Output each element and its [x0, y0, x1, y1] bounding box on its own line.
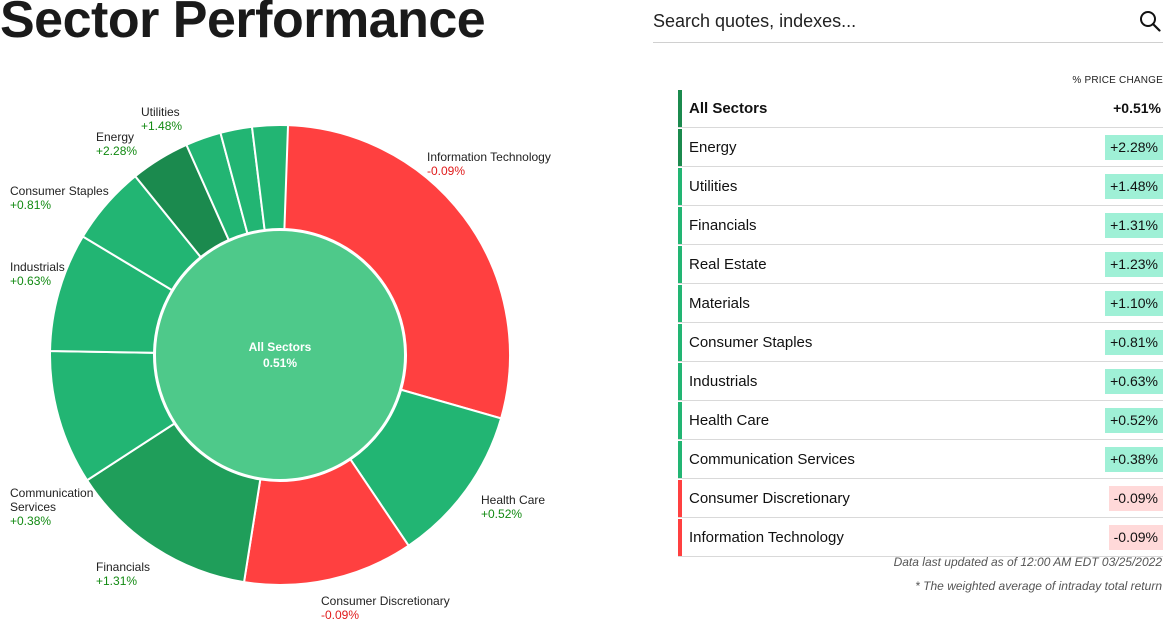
segment-label: Industrials [10, 260, 65, 274]
row-value: +0.51% [1113, 100, 1161, 116]
segment-label: Services [10, 500, 56, 514]
segment-label: Communication [10, 486, 93, 500]
row-name: Real Estate [689, 256, 767, 273]
table-row[interactable]: Real Estate +1.23% [678, 246, 1163, 284]
row-name: Financials [689, 217, 757, 234]
row-name: Industrials [689, 373, 758, 390]
segment-label: Energy [96, 130, 134, 144]
table-row[interactable]: All Sectors +0.51% [678, 90, 1163, 128]
table-row[interactable]: Industrials +0.63% [678, 363, 1163, 401]
segment-label: Financials [96, 560, 150, 574]
segment-label: Health Care [481, 493, 545, 507]
table-row[interactable]: Utilities +1.48% [678, 168, 1163, 206]
search-input[interactable] [653, 8, 1123, 34]
table-row[interactable]: Energy +2.28% [678, 129, 1163, 167]
row-value: -0.09% [1108, 525, 1163, 550]
row-value: +1.23% [1105, 252, 1163, 277]
segment-value-label: +2.28% [96, 144, 137, 158]
table-row[interactable]: Materials +1.10% [678, 285, 1163, 323]
row-color-bar [678, 519, 682, 556]
search-bar [653, 0, 1163, 43]
row-value: -0.09% [1108, 486, 1163, 511]
row-name: Information Technology [689, 529, 844, 546]
segment-value-label: +0.52% [481, 507, 522, 521]
row-color-bar [678, 363, 682, 400]
row-name: Utilities [689, 178, 738, 195]
row-name: Materials [689, 295, 750, 312]
row-value: +1.48% [1105, 174, 1163, 199]
segment-label: Consumer Staples [10, 184, 109, 198]
segment-value-label: +0.81% [10, 198, 51, 212]
segment-value-label: +0.38% [10, 514, 51, 528]
segment-value-label: +1.31% [96, 574, 137, 588]
segment-value-label: -0.09% [427, 164, 465, 178]
last-updated-note: Data last updated as of 12:00 AM EDT 03/… [893, 555, 1162, 569]
row-name: Health Care [689, 412, 770, 429]
center-value: 0.51% [263, 356, 297, 370]
table-row[interactable]: Consumer Discretionary -0.09% [678, 480, 1163, 518]
row-name: Energy [689, 139, 737, 156]
row-value: +0.63% [1105, 369, 1163, 394]
center-label: All Sectors [249, 340, 312, 354]
row-color-bar [678, 441, 682, 478]
row-color-bar [678, 90, 682, 127]
row-name: Communication Services [689, 451, 855, 468]
sector-table: % PRICE CHANGE All Sectors +0.51% Energy +2… [678, 72, 1163, 558]
row-color-bar [678, 285, 682, 322]
row-name: Consumer Staples [689, 334, 813, 351]
row-color-bar [678, 207, 682, 244]
row-value: +0.81% [1105, 330, 1163, 355]
page-title: Sector Performance [0, 0, 486, 49]
table-row[interactable]: Financials +1.31% [678, 207, 1163, 245]
row-color-bar [678, 480, 682, 517]
segment-value-label: +0.63% [10, 274, 51, 288]
row-color-bar [678, 402, 682, 439]
weighted-average-note: * The weighted average of intraday total… [915, 579, 1162, 593]
row-color-bar [678, 324, 682, 361]
segment-label: Consumer Discretionary [321, 594, 450, 608]
row-name: Consumer Discretionary [689, 490, 850, 507]
row-value: +0.38% [1105, 447, 1163, 472]
table-header: % PRICE CHANGE [1072, 75, 1163, 86]
segment-label: Utilities [141, 105, 180, 119]
table-row[interactable]: Health Care +0.52% [678, 402, 1163, 440]
row-color-bar [678, 168, 682, 205]
row-value: +0.52% [1105, 408, 1163, 433]
table-row[interactable]: Consumer Staples +0.81% [678, 324, 1163, 362]
row-value: +1.10% [1105, 291, 1163, 316]
row-color-bar [678, 246, 682, 283]
table-row[interactable]: Communication Services +0.38% [678, 441, 1163, 479]
row-value: +1.31% [1105, 213, 1163, 238]
segment-value-label: +1.48% [141, 119, 182, 133]
segment-label: Information Technology [427, 150, 551, 164]
segment-value-label: -0.09% [321, 608, 359, 622]
table-row[interactable]: Information Technology -0.09% [678, 519, 1163, 557]
row-color-bar [678, 129, 682, 166]
search-icon[interactable] [1139, 10, 1161, 32]
row-value: +2.28% [1105, 135, 1163, 160]
donut-center[interactable] [154, 229, 406, 481]
row-name: All Sectors [689, 100, 768, 117]
